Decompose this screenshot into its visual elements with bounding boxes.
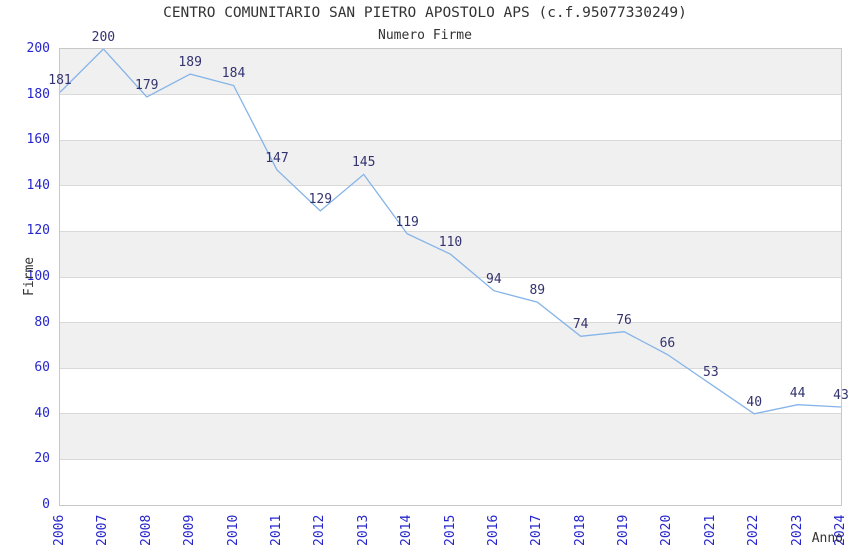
data-point-label: 119 — [395, 214, 419, 230]
x-axis-tick-label: 2014 — [399, 514, 415, 546]
grid-line — [60, 230, 841, 232]
y-axis-tick-label: 20 — [34, 451, 50, 467]
data-point-label: 110 — [438, 235, 463, 251]
data-point-label: 44 — [789, 385, 806, 401]
x-axis-tick-label: 2021 — [702, 514, 718, 546]
data-point-label: 66 — [659, 335, 676, 351]
x-axis-tick-label: 2019 — [616, 514, 632, 546]
x-axis-tick-label: 2012 — [312, 514, 328, 546]
data-line-svg — [60, 49, 841, 415]
data-point-label: 40 — [746, 394, 763, 410]
grid-line — [60, 185, 841, 187]
data-point-label: 147 — [265, 150, 289, 166]
x-axis-tick-label: 2022 — [746, 514, 762, 546]
grid-band — [60, 413, 841, 460]
grid-line — [60, 458, 841, 460]
grid-band — [60, 322, 841, 369]
y-axis-tick-label: 100 — [26, 269, 50, 284]
grid-line — [60, 367, 841, 369]
data-point-label: 179 — [135, 77, 159, 93]
x-axis-tick-label: 2015 — [442, 514, 458, 546]
plot-area — [59, 48, 842, 506]
data-point-label: 43 — [833, 387, 849, 403]
x-axis-tick-label: 2008 — [138, 514, 154, 546]
data-point-label: 94 — [486, 271, 502, 287]
data-point-label: 200 — [91, 30, 116, 45]
y-axis-tick-label: 80 — [34, 314, 50, 330]
y-axis-tick-label: 140 — [26, 177, 50, 193]
x-axis-tick-label: 2018 — [572, 514, 588, 546]
grid-band — [60, 49, 841, 95]
data-point-label: 184 — [221, 66, 246, 82]
chart-subtitle: Numero Firme — [378, 28, 472, 43]
y-axis-title: Firme — [22, 256, 37, 296]
x-axis-tick-label: 2020 — [659, 514, 675, 546]
data-point-label: 181 — [48, 73, 72, 89]
y-axis-tick-label: 120 — [26, 223, 50, 239]
data-point-label: 189 — [178, 55, 202, 71]
y-axis-tick-label: 0 — [42, 497, 50, 512]
y-axis-tick-label: 60 — [34, 360, 50, 376]
grid-line — [60, 413, 841, 415]
data-point-label: 89 — [529, 283, 546, 299]
chart-title: CENTRO COMUNITARIO SAN PIETRO APOSTOLO A… — [163, 5, 687, 21]
x-axis-tick-label: 2017 — [529, 514, 545, 546]
x-axis-tick-label: 2007 — [95, 514, 111, 546]
x-axis-tick-label: 2006 — [52, 514, 67, 546]
y-axis-tick-label: 200 — [26, 41, 50, 56]
y-axis-tick-label: 180 — [26, 86, 50, 102]
data-point-label: 74 — [572, 317, 589, 333]
x-axis-tick-label: 2009 — [182, 514, 198, 546]
data-point-label: 129 — [308, 191, 333, 207]
grid-band — [60, 140, 841, 186]
x-axis-tick-label: 2011 — [268, 514, 284, 546]
grid-line — [60, 322, 841, 324]
x-axis-tick-label: 2010 — [225, 514, 241, 546]
data-polyline — [60, 49, 841, 415]
data-point-label: 145 — [351, 155, 376, 171]
grid-line — [60, 139, 841, 141]
x-axis-tick-label: 2023 — [789, 514, 805, 546]
grid-line — [60, 94, 841, 96]
data-point-label: 76 — [616, 312, 632, 328]
grid-line — [60, 276, 841, 278]
y-axis-tick-label: 160 — [26, 132, 50, 148]
x-axis-tick-label: 2013 — [355, 514, 371, 546]
x-axis-title: Anno — [811, 531, 843, 546]
y-axis-tick-label: 40 — [34, 405, 50, 421]
x-axis-tick-label: 2016 — [485, 514, 501, 546]
data-point-label: 53 — [703, 365, 719, 381]
